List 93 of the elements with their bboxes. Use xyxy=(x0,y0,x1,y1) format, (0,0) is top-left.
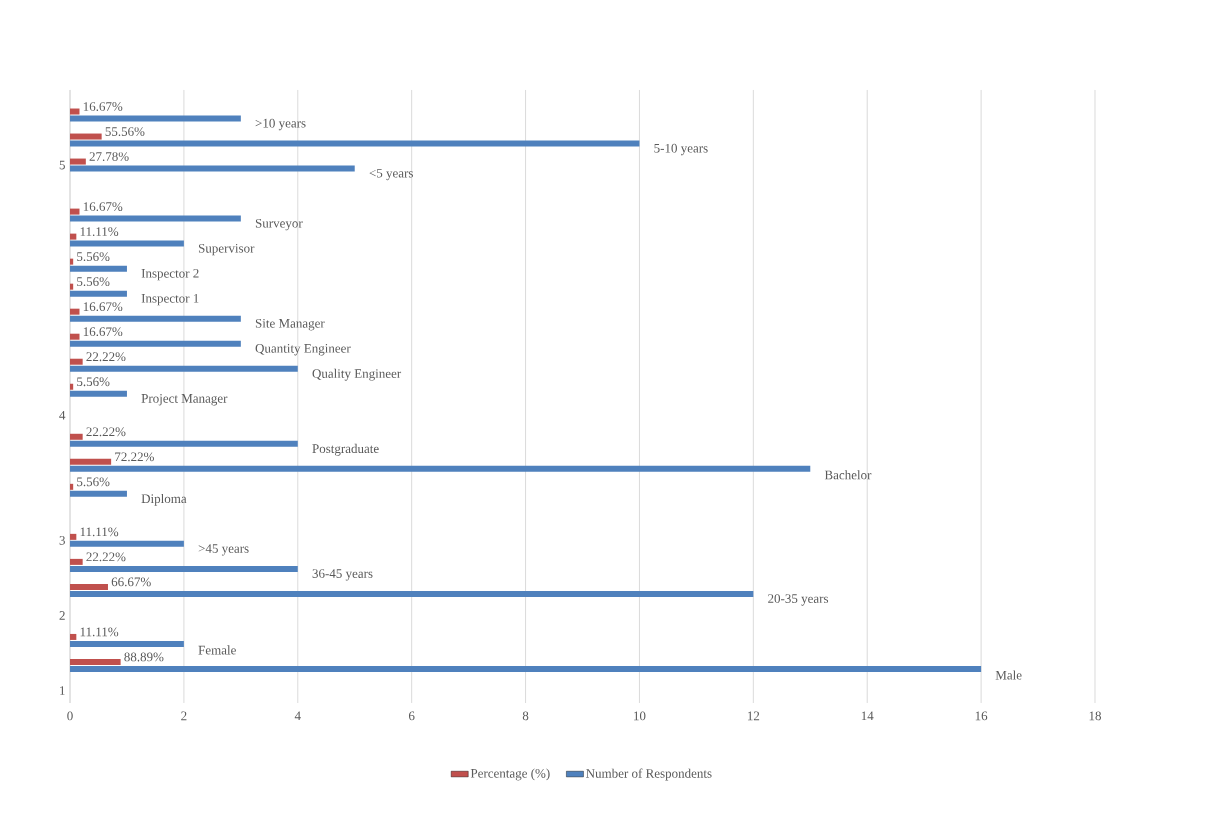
data-label: 11.11% xyxy=(80,527,119,537)
data-label: Supervisor xyxy=(198,243,255,256)
bar xyxy=(70,208,80,215)
bar xyxy=(70,540,184,547)
bar xyxy=(70,465,811,472)
bar xyxy=(70,590,754,597)
data-label: 16.67% xyxy=(83,202,123,212)
bar xyxy=(70,558,83,565)
y-tick-label: 3 xyxy=(59,535,65,545)
data-label: 88.89% xyxy=(124,652,164,662)
data-label: <5 years xyxy=(369,168,413,181)
data-label: 36-45 years xyxy=(312,569,373,581)
data-label: 22.22% xyxy=(86,352,126,362)
bar xyxy=(70,115,241,122)
data-label: Inspector 1 xyxy=(141,293,199,306)
data-label: >45 years xyxy=(198,544,249,556)
legend-label: Number of Respondents xyxy=(586,768,712,781)
data-label: 72.22% xyxy=(115,452,154,462)
y-tick-label: 2 xyxy=(59,611,65,620)
bar xyxy=(70,108,80,115)
bar xyxy=(70,233,77,240)
bar xyxy=(70,358,83,365)
bar xyxy=(70,158,86,165)
bar xyxy=(70,133,102,140)
x-tick-label: 14 xyxy=(861,711,874,721)
bar xyxy=(70,165,355,172)
bar xyxy=(70,140,640,147)
bar xyxy=(70,265,127,272)
data-label: Quantity Engineer xyxy=(255,343,351,356)
data-label: Project Manager xyxy=(141,394,228,406)
data-label: 27.78% xyxy=(89,152,129,161)
data-label: 5-10 years xyxy=(654,143,708,156)
data-label: Male xyxy=(995,670,1022,680)
data-label: 55.56% xyxy=(105,127,145,136)
bar xyxy=(70,583,108,590)
data-label: 5.56% xyxy=(77,377,110,387)
data-label: 11.11% xyxy=(80,627,119,637)
x-tick-label: 4 xyxy=(294,711,301,721)
bar xyxy=(70,333,80,340)
bar xyxy=(70,365,298,372)
x-tick-label: 0 xyxy=(67,711,73,721)
bar xyxy=(70,390,127,397)
bar xyxy=(70,383,74,390)
x-tick-label: 16 xyxy=(975,711,988,721)
x-tick-label: 18 xyxy=(1089,711,1102,721)
bar xyxy=(70,340,241,347)
bar xyxy=(70,458,112,465)
data-label: Female xyxy=(198,645,236,655)
data-label: Inspector 2 xyxy=(141,268,199,281)
y-tick-label: 1 xyxy=(60,686,65,695)
data-label: Surveyor xyxy=(255,218,303,231)
bar xyxy=(70,290,127,297)
data-label: 22.22% xyxy=(86,552,126,562)
x-tick-label: 6 xyxy=(408,711,415,721)
bar xyxy=(70,258,74,265)
bar xyxy=(70,658,121,665)
bar xyxy=(70,565,298,572)
bar xyxy=(70,283,74,290)
data-label: 5.56% xyxy=(77,477,110,487)
x-tick-label: 8 xyxy=(522,711,529,721)
data-label: 16.67% xyxy=(83,102,123,111)
bar xyxy=(70,533,77,540)
data-label: 16.67% xyxy=(83,302,123,312)
data-label: Diploma xyxy=(141,493,187,506)
bar xyxy=(70,665,982,672)
data-label: 20-35 years xyxy=(768,594,829,606)
y-tick-label: 4 xyxy=(59,410,66,420)
data-label: 5.56% xyxy=(77,252,110,262)
x-tick-label: 12 xyxy=(747,711,760,721)
data-label: Postgraduate xyxy=(312,443,379,456)
bar xyxy=(70,640,184,647)
x-tick-label: 10 xyxy=(634,711,646,721)
bar xyxy=(70,308,80,315)
x-tick-label: 2 xyxy=(181,711,187,721)
bar xyxy=(70,240,184,247)
data-label: 5.56% xyxy=(77,277,110,287)
bar xyxy=(70,315,241,322)
data-label: Site Manager xyxy=(255,318,325,331)
legend-label: Percentage (%) xyxy=(470,768,550,781)
data-label: 66.67% xyxy=(111,577,151,587)
data-label: Quality Engineer xyxy=(312,368,402,381)
data-label: 16.67% xyxy=(83,327,123,337)
bar xyxy=(70,440,298,447)
bar xyxy=(70,633,77,640)
data-label: 22.22% xyxy=(86,427,126,437)
data-label: 11.11% xyxy=(80,227,119,237)
y-tick-label: 5 xyxy=(59,160,65,170)
bar xyxy=(70,490,127,497)
data-label: Bachelor xyxy=(824,470,872,480)
data-label: >10 years xyxy=(255,118,306,131)
bar xyxy=(70,433,83,440)
bar xyxy=(70,483,74,490)
bar xyxy=(70,215,241,222)
